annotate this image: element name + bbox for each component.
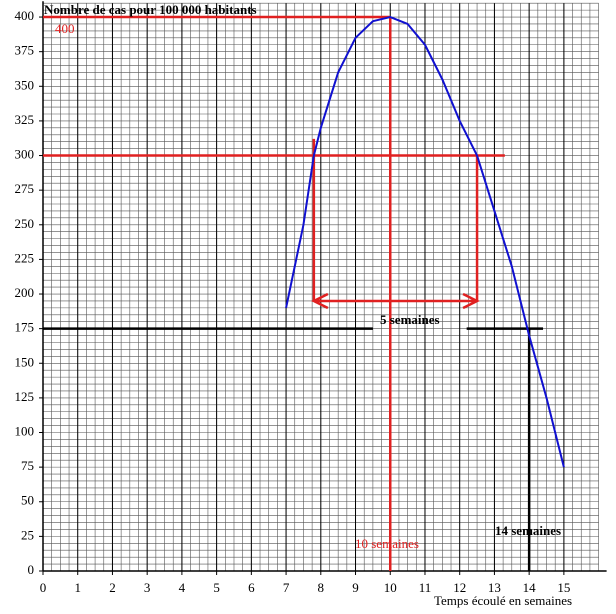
x-tick-label: 4 <box>179 580 186 595</box>
x-tick-label: 8 <box>318 580 325 595</box>
y-tick-label: 375 <box>15 43 35 58</box>
x-axis-label: Temps écoulé en semaines <box>434 593 572 608</box>
y-tick-label: 175 <box>15 320 35 335</box>
double-arrow <box>311 292 480 310</box>
y-tick-label: 75 <box>21 458 34 473</box>
y-tick-label: 0 <box>28 562 35 577</box>
x-tick-label: 14 <box>523 580 537 595</box>
x-tick-label: 5 <box>213 580 220 595</box>
annotation: 5 semaines <box>380 312 440 327</box>
annotation: 400 <box>55 21 75 36</box>
x-tick-label: 0 <box>40 580 47 595</box>
x-tick-label: 2 <box>109 580 116 595</box>
y-tick-label: 250 <box>15 216 35 231</box>
y-tick-label: 50 <box>21 493 34 508</box>
y-tick-label: 150 <box>15 354 35 369</box>
x-tick-label: 6 <box>248 580 255 595</box>
x-tick-label: 7 <box>283 580 290 595</box>
x-tick-label: 13 <box>488 580 501 595</box>
y-tick-label: 225 <box>15 250 35 265</box>
grid <box>42 2 599 572</box>
x-tick-label: 3 <box>144 580 151 595</box>
y-tick-label: 350 <box>15 77 35 92</box>
y-tick-label: 100 <box>15 423 35 438</box>
y-tick-label: 200 <box>15 285 35 300</box>
y-tick-label: 25 <box>21 527 34 542</box>
x-tick-label: 9 <box>352 580 359 595</box>
x-tick-label: 1 <box>74 580 81 595</box>
y-tick-label: 300 <box>15 147 35 162</box>
plot: 0 1 2 3 4 5 6 7 8 9 10 11 12 13 14 15025507510012515017… <box>15 1 607 595</box>
x-tick-label: 15 <box>557 580 570 595</box>
x-tick-label: 10 <box>384 580 397 595</box>
y-tick-label: 325 <box>15 112 35 127</box>
annotation: 10 semaines <box>355 536 419 551</box>
annotation: 14 semaines <box>495 523 561 538</box>
x-tick-label: 12 <box>453 580 466 595</box>
chart-title: Nombre de cas pour 100 000 habitants <box>44 2 257 17</box>
y-tick-label: 125 <box>15 389 35 404</box>
x-tick-label: 11 <box>419 580 432 595</box>
curve <box>285 16 565 468</box>
y-tick-label: 400 <box>15 8 35 23</box>
y-tick-label: 275 <box>15 181 35 196</box>
